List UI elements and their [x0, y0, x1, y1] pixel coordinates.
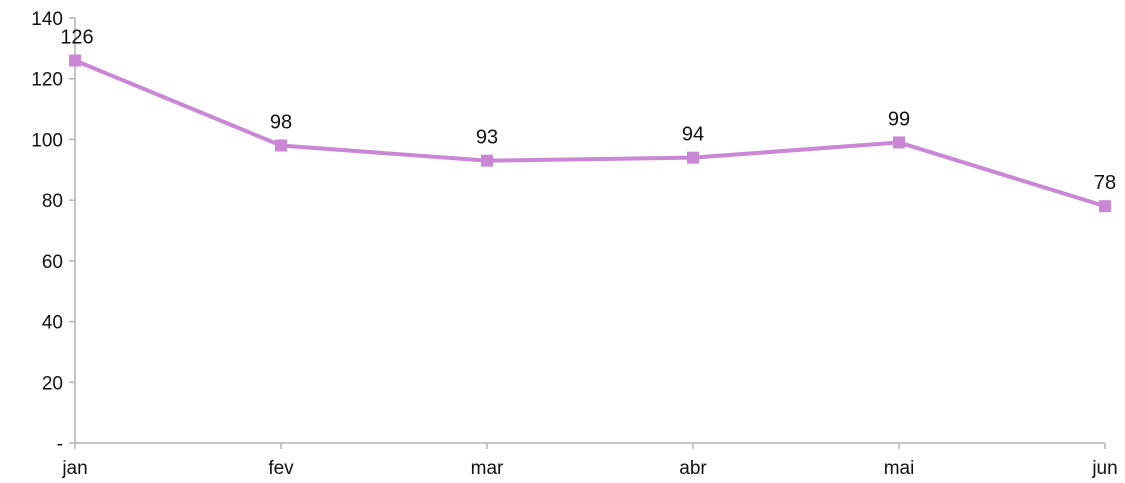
x-tick-label: fev: [268, 458, 294, 479]
x-tick-label: jun: [1091, 458, 1117, 479]
data-label: 98: [270, 112, 292, 134]
data-labels: 126 98 93 94 99 78: [60, 27, 1116, 195]
x-tick-label: mai: [884, 458, 915, 479]
series-layer: [69, 54, 1111, 213]
series-line: [73, 58, 1107, 209]
data-point-marker: [69, 54, 81, 67]
x-tick-label: mar: [471, 458, 504, 479]
data-label: 78: [1094, 172, 1116, 194]
axes: - 20 40 60 80 100 120 140 jan fev mar abr mai jun: [31, 9, 1117, 479]
y-tick-label: 60: [42, 252, 63, 273]
x-tick-label: abr: [679, 458, 707, 479]
y-tick-label: 120: [31, 70, 63, 91]
y-tick-label: -: [57, 434, 63, 455]
data-label: 126: [60, 27, 93, 49]
data-point-marker: [687, 151, 699, 164]
y-tick-label: 20: [42, 373, 63, 394]
y-tick-label: 100: [31, 130, 63, 151]
y-tick-label: 40: [42, 313, 63, 334]
data-label: 93: [476, 127, 498, 149]
data-point-marker: [481, 154, 493, 167]
data-point-marker: [893, 136, 905, 149]
data-point-marker: [275, 139, 287, 152]
data-point-marker: [1099, 200, 1111, 213]
y-tick-label: 80: [42, 191, 63, 212]
y-tick-label: 140: [31, 9, 63, 30]
x-tick-label: jan: [61, 458, 87, 479]
data-label: 94: [682, 124, 704, 146]
data-label: 99: [888, 108, 910, 130]
